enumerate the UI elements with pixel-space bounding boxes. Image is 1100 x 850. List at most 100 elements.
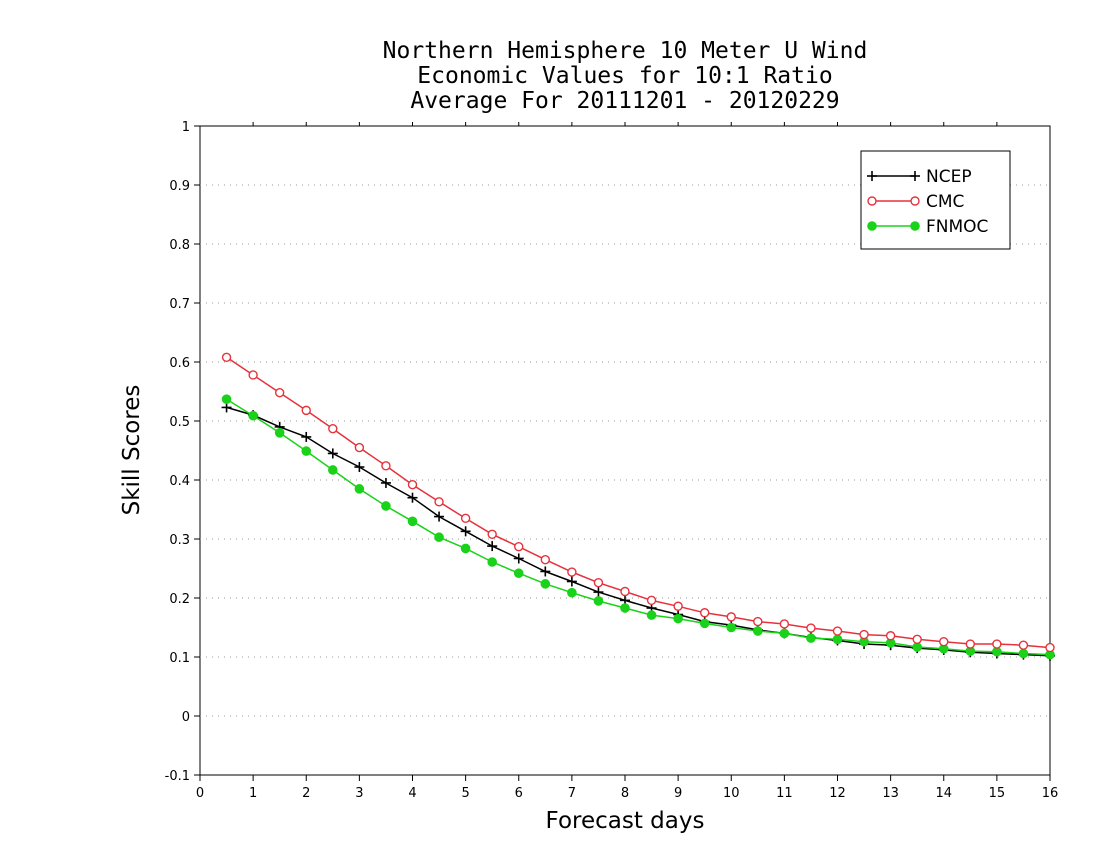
data-point — [487, 557, 497, 567]
y-tick-label: 0.1 — [169, 651, 190, 666]
y-axis-label: Skill Scores — [119, 384, 145, 516]
x-tick-label: 12 — [829, 786, 846, 801]
data-point — [328, 465, 338, 475]
data-point — [753, 616, 763, 627]
data-point — [753, 626, 763, 636]
y-tick-label: 0.4 — [169, 474, 190, 489]
data-point — [620, 603, 630, 613]
series-line — [226, 406, 1051, 657]
x-tick-label: 11 — [776, 786, 793, 801]
x-tick-label: 14 — [935, 786, 952, 801]
data-point — [460, 526, 471, 537]
x-tick-label: 7 — [568, 786, 576, 801]
data-point — [274, 387, 285, 398]
data-point — [699, 608, 710, 618]
y-axis-ticks: -0.1 0 0.1 0.2 0.3 0.4 0.5 0.6 0.7 0.8 0.9 1 — [165, 120, 200, 784]
data-point — [779, 619, 790, 629]
data-point — [221, 394, 232, 404]
legend-box — [860, 150, 1011, 250]
y-tick-label: 0.8 — [169, 238, 190, 253]
data-point — [221, 352, 232, 362]
data-point — [248, 370, 258, 380]
data-point — [434, 511, 445, 522]
data-point — [593, 587, 604, 598]
data-point — [354, 462, 365, 473]
y-tick-label: 0 — [182, 710, 190, 725]
series-cmc — [221, 352, 1055, 653]
x-tick-label: 1 — [249, 786, 257, 801]
data-point — [673, 613, 683, 624]
data-point — [992, 639, 1002, 649]
series-line — [226, 398, 1051, 656]
x-tick-label: 0 — [196, 786, 204, 801]
x-tick-label: 10 — [723, 786, 740, 801]
x-tick-label: 13 — [882, 786, 899, 801]
data-point — [513, 568, 524, 579]
series-group — [221, 352, 1055, 661]
x-tick-label: 15 — [989, 786, 1006, 801]
y-tick-label: 1 — [182, 120, 190, 135]
y-tick-label: 0.9 — [169, 179, 190, 194]
data-point — [910, 221, 920, 231]
data-point — [726, 612, 736, 622]
data-point — [407, 480, 418, 490]
data-point — [832, 634, 843, 645]
data-point — [806, 623, 816, 633]
data-point — [248, 410, 258, 421]
data-point — [885, 631, 896, 641]
data-point — [593, 577, 604, 588]
data-point — [301, 446, 312, 456]
data-point — [328, 423, 338, 434]
data-point — [779, 628, 790, 639]
data-point — [646, 610, 657, 620]
y-tick-label: 0.2 — [169, 592, 190, 607]
x-axis-label: Forecast days — [545, 808, 705, 834]
data-point — [806, 633, 816, 643]
data-point — [487, 541, 498, 552]
data-point — [514, 541, 524, 552]
data-point — [381, 461, 391, 471]
data-point — [540, 566, 551, 577]
data-point — [301, 431, 312, 442]
y-tick-label: 0.5 — [169, 415, 190, 430]
data-point — [867, 221, 877, 231]
data-point — [380, 477, 391, 488]
data-point — [407, 492, 418, 503]
data-point — [381, 501, 391, 511]
data-point — [221, 402, 232, 413]
data-point — [354, 484, 365, 494]
series-ncep — [221, 402, 1055, 661]
data-point — [487, 529, 497, 539]
data-point — [354, 442, 365, 453]
data-point — [867, 171, 877, 181]
data-point — [910, 196, 920, 206]
series-fnmoc — [221, 394, 1055, 660]
legend-label: NCEP — [926, 167, 972, 187]
data-point — [912, 634, 922, 644]
x-tick-label: 4 — [408, 786, 416, 801]
data-point — [939, 636, 949, 647]
legend-label: CMC — [926, 192, 964, 212]
x-tick-label: 9 — [674, 786, 682, 801]
data-point — [513, 553, 524, 564]
x-tick-label: 3 — [355, 786, 363, 801]
data-point — [1045, 642, 1055, 653]
legend-item-ncep: NCEP — [867, 167, 972, 187]
chart-title-line-3: Average For 20111201 - 20120229 — [410, 88, 840, 114]
data-point — [434, 532, 444, 543]
data-point — [699, 618, 710, 629]
data-point — [460, 543, 471, 554]
data-point — [620, 586, 630, 597]
data-point — [460, 513, 471, 524]
legend-item-cmc: CMC — [867, 192, 964, 212]
data-point — [832, 626, 843, 636]
data-point — [566, 576, 577, 587]
data-point — [434, 497, 444, 507]
x-axis-ticks: 0 1 2 3 4 5 6 7 8 9 10 11 12 13 14 15 16 — [196, 122, 1058, 801]
data-point — [673, 601, 683, 611]
data-point — [910, 171, 920, 181]
data-point — [274, 428, 285, 438]
data-point — [327, 448, 338, 459]
chart-title-line-1: Northern Hemisphere 10 Meter U Wind — [382, 38, 868, 64]
